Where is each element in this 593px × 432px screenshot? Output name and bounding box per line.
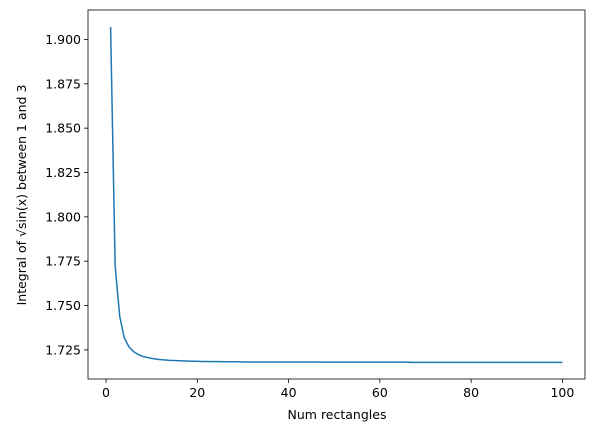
x-tick-label: 20 bbox=[189, 385, 205, 400]
x-axis-label: Num rectangles bbox=[288, 407, 387, 422]
y-tick-label: 1.750 bbox=[45, 298, 81, 313]
x-tick-label: 100 bbox=[550, 385, 574, 400]
y-tick-label: 1.725 bbox=[45, 342, 81, 357]
y-tick-label: 1.900 bbox=[45, 32, 81, 47]
data-line bbox=[109, 26, 563, 364]
y-axis-label: Integral of √sin(x) between 1 and 3 bbox=[14, 85, 29, 306]
y-tick-label: 1.850 bbox=[45, 121, 81, 136]
x-tick-label: 80 bbox=[463, 385, 479, 400]
x-tick-label: 40 bbox=[281, 385, 297, 400]
plot-frame bbox=[87, 9, 586, 380]
x-tick-label: 0 bbox=[102, 385, 110, 400]
y-tick-label: 1.800 bbox=[45, 209, 81, 224]
y-tick-label: 1.875 bbox=[45, 76, 81, 91]
x-tick-label: 60 bbox=[372, 385, 388, 400]
y-tick-label: 1.825 bbox=[45, 165, 81, 180]
y-tick-label: 1.775 bbox=[45, 254, 81, 269]
